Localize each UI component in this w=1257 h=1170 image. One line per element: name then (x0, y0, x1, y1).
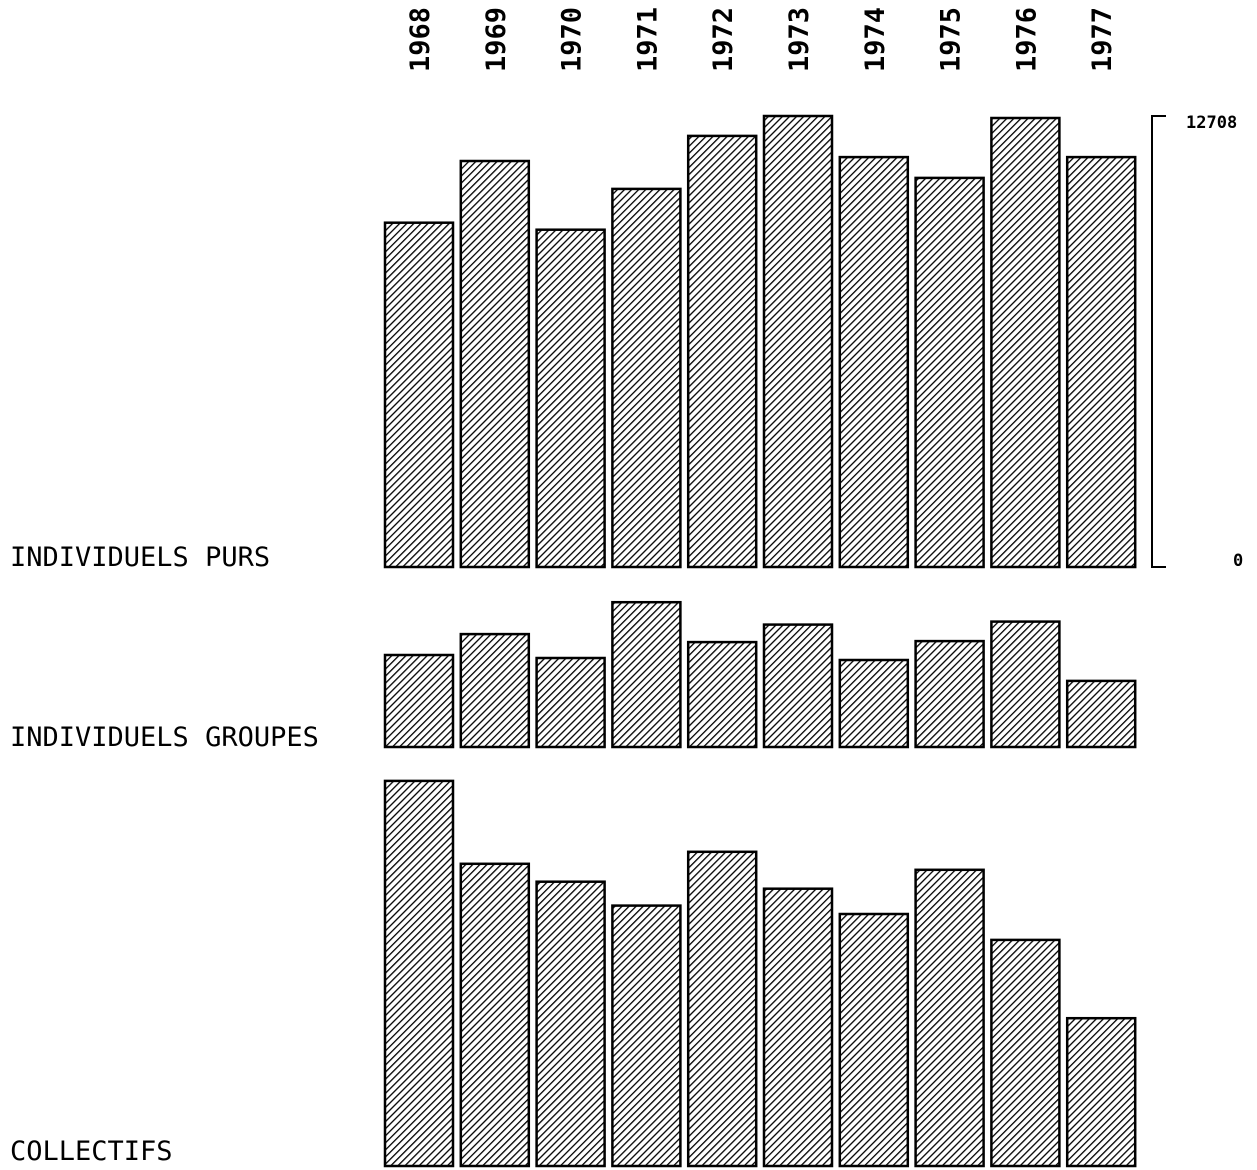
scale-min-label: 0 (1233, 551, 1243, 571)
bar-individuels-purs-1976 (990, 116, 1061, 569)
bar-collectifs-1970 (535, 880, 606, 1168)
bar-collectifs-1971 (611, 904, 682, 1168)
bar-individuels-purs-1969 (459, 159, 531, 569)
bar-individuels-purs-1972 (686, 134, 758, 569)
panel-collectifs (383, 779, 1137, 1168)
bar-individuels-groupes-1969 (459, 632, 531, 749)
bar-individuels-groupes-1976 (990, 620, 1061, 749)
year-label-1970: 1970 (557, 7, 588, 72)
year-label-1969: 1969 (481, 7, 512, 72)
bar-collectifs-1972 (686, 850, 758, 1168)
bar-individuels-purs-1974 (838, 155, 910, 569)
year-label-1971: 1971 (632, 7, 663, 72)
year-label-1974: 1974 (860, 7, 891, 72)
bar-individuels-groupes-1970 (535, 656, 606, 749)
bar-individuels-purs-1968 (383, 221, 455, 569)
bar-collectifs-1973 (762, 887, 834, 1168)
bar-individuels-groupes-1968 (383, 653, 455, 749)
year-label-1972: 1972 (708, 7, 739, 72)
bar-individuels-groupes-1977 (1065, 679, 1137, 749)
bar-individuels-purs-1977 (1065, 155, 1137, 569)
year-label-1975: 1975 (936, 7, 967, 72)
panel-individuels-purs (383, 114, 1137, 569)
bar-individuels-groupes-1975 (914, 639, 985, 749)
bar-individuels-purs-1970 (535, 228, 606, 569)
bar-individuels-purs-1971 (611, 187, 682, 569)
bar-collectifs-1977 (1065, 1016, 1137, 1168)
series-label-individuels-groupes: INDIVIDUELS GROUPES (10, 722, 319, 753)
bar-individuels-groupes-1972 (686, 640, 758, 749)
bar-collectifs-1975 (914, 868, 985, 1168)
bar-collectifs-1976 (990, 938, 1061, 1168)
series-label-individuels-purs: INDIVIDUELS PURS (10, 542, 270, 573)
bar-individuels-groupes-1974 (838, 658, 910, 749)
bar-individuels-purs-1975 (914, 176, 985, 569)
year-label-1973: 1973 (784, 7, 815, 72)
bar-collectifs-1974 (838, 912, 910, 1168)
bar-individuels-groupes-1971 (611, 600, 682, 749)
series-label-collectifs: COLLECTIFS (10, 1136, 173, 1167)
scale-max-label: 12708 (1186, 113, 1237, 133)
bar-individuels-groupes-1973 (762, 623, 834, 749)
bar-collectifs-1968 (383, 779, 455, 1168)
year-label-1977: 1977 (1087, 7, 1118, 72)
bar-collectifs-1969 (459, 862, 531, 1168)
scale-bracket (1151, 115, 1166, 568)
panel-individuels-groupes (383, 600, 1137, 749)
year-labels: 1968 1969 1970 1971 1972 1973 1974 1975 1976 1977 (405, 7, 1118, 72)
bar-individuels-purs-1973 (762, 114, 834, 569)
year-label-1976: 1976 (1011, 7, 1042, 72)
year-label-1968: 1968 (405, 7, 436, 72)
